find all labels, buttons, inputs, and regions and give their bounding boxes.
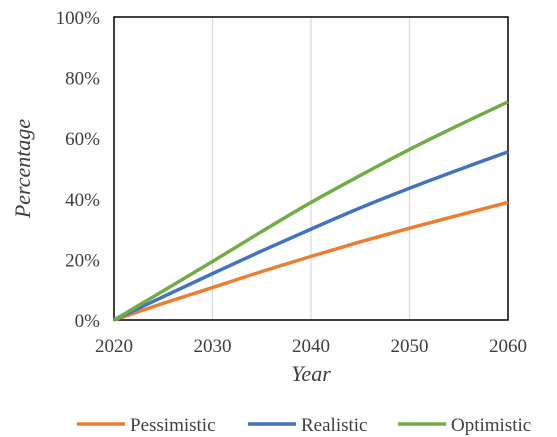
series-lines [113, 100, 509, 322]
x-tick-label: 2040 [292, 336, 330, 357]
legend-label-realistic: Realistic [301, 415, 367, 436]
legend-label-optimistic: Optimistic [451, 415, 531, 436]
series-line-realistic [113, 150, 509, 322]
series-line-pessimistic [113, 200, 509, 322]
x-tick-label: 2050 [391, 336, 429, 357]
y-tick-label: 40% [65, 190, 100, 211]
plot-area-frame [113, 16, 509, 321]
y-axis-tick-labels: 0% 20% 40% 60% 80% 100% [56, 8, 101, 332]
y-tick-label: 20% [65, 250, 100, 271]
legend: Pessimistic Realistic Optimistic [77, 415, 531, 436]
x-tick-label: 2020 [95, 336, 133, 357]
y-tick-label: 100% [56, 8, 101, 29]
y-tick-label: 80% [65, 69, 100, 90]
x-tick-label: 2060 [489, 336, 527, 357]
series-line-optimistic [113, 100, 509, 322]
y-tick-label: 0% [75, 311, 101, 332]
legend-label-pessimistic: Pessimistic [130, 415, 216, 436]
grid-lines [211, 17, 411, 320]
x-tick-label: 2030 [194, 336, 232, 357]
y-axis-title: Percentage [10, 119, 35, 220]
x-axis-title: Year [291, 361, 331, 386]
x-axis-tick-labels: 2020 2030 2040 2050 2060 [95, 336, 527, 357]
y-tick-label: 60% [65, 129, 100, 150]
